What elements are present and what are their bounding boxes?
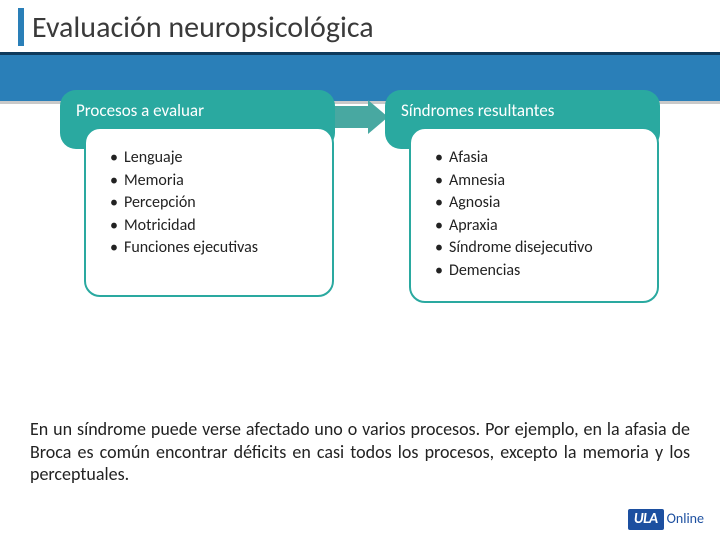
column-processes: Procesos a evaluar Lenguaje Memoria Perc… (60, 90, 335, 297)
list-item: Funciones ejecutivas (110, 237, 314, 259)
title-accent-bar (18, 8, 24, 46)
title-wrap: Evaluación neuropsicológica (0, 0, 720, 46)
brand-logo: ULA Online (628, 509, 704, 530)
list-item: Apraxia (435, 215, 639, 237)
list-item: Amnesia (435, 170, 639, 192)
list-item: Síndrome disejecutivo (435, 237, 639, 259)
logo-mark: ULA (628, 509, 664, 530)
list-item: Motricidad (110, 215, 314, 237)
list-item: Lenguaje (110, 147, 314, 169)
logo-text: Online (667, 510, 704, 527)
diagram: Procesos a evaluar Lenguaje Memoria Perc… (40, 90, 680, 390)
column-processes-body: Lenguaje Memoria Percepción Motricidad F… (84, 127, 334, 297)
column-syndromes-body: Afasia Amnesia Agnosia Apraxia Síndrome … (409, 127, 659, 303)
list-item: Memoria (110, 170, 314, 192)
list-item: Percepción (110, 192, 314, 214)
list-item: Afasia (435, 147, 639, 169)
list-item: Agnosia (435, 192, 639, 214)
page-title: Evaluación neuropsicológica (32, 9, 374, 46)
footer-paragraph: En un síndrome puede verse afectado uno … (30, 418, 690, 486)
column-syndromes: Síndromes resultantes Afasia Amnesia Agn… (385, 90, 660, 303)
processes-list: Lenguaje Memoria Percepción Motricidad F… (100, 147, 314, 259)
list-item: Demencias (435, 260, 639, 282)
syndromes-list: Afasia Amnesia Agnosia Apraxia Síndrome … (425, 147, 639, 282)
